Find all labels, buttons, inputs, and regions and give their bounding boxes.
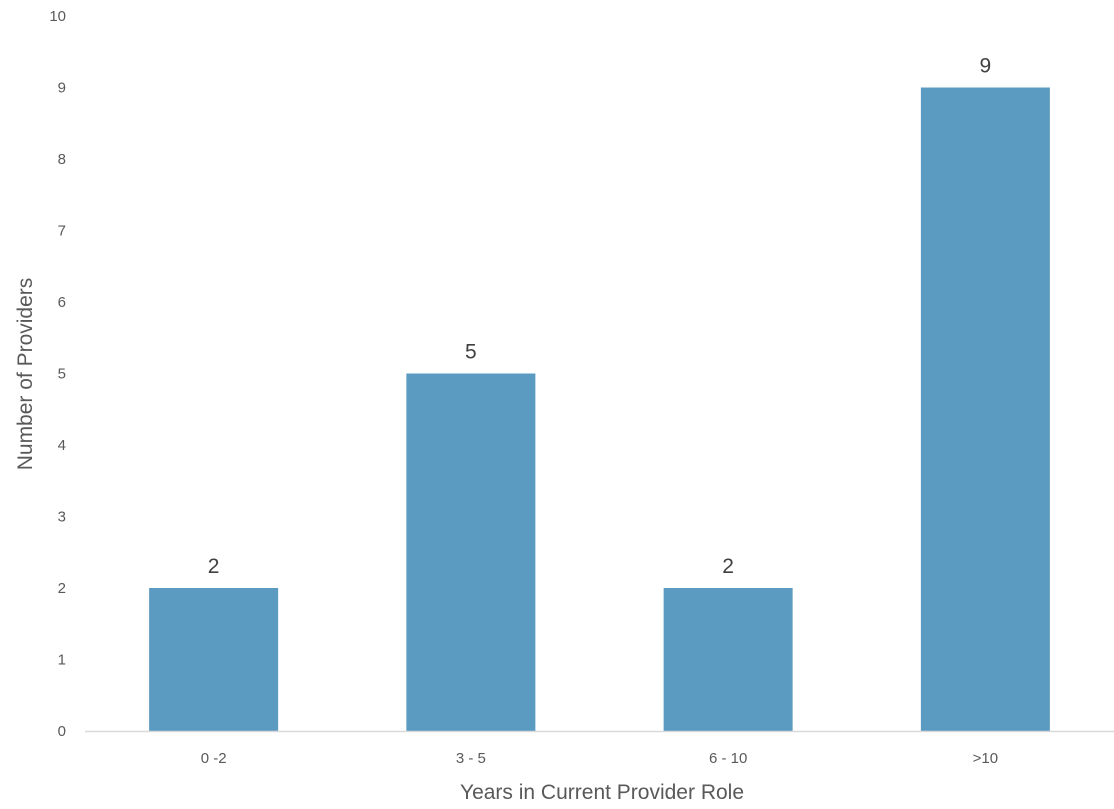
x-tick-label: 3 - 5: [456, 750, 486, 767]
y-axis-title: Number of Providers: [14, 278, 37, 471]
y-tick-label: 1: [58, 652, 66, 669]
x-tick-label: 6 - 10: [709, 750, 747, 767]
y-tick-label: 8: [58, 151, 66, 168]
data-labels: 2 5 2 9: [208, 55, 991, 579]
bar: [663, 588, 793, 731]
y-axis-ticks: 0 1 2 3 4 5 6 7 8 9 10: [49, 8, 66, 740]
y-tick-label: 3: [58, 509, 66, 526]
y-tick-label: 0: [58, 723, 66, 740]
bar: [149, 588, 279, 731]
bar: [920, 87, 1050, 731]
bar-data-label: 5: [465, 341, 477, 364]
bars: [149, 87, 1050, 731]
y-tick-label: 7: [58, 223, 66, 240]
y-tick-label: 9: [58, 80, 66, 97]
y-tick-label: 6: [58, 294, 66, 311]
x-tick-label: 0 -2: [201, 750, 227, 767]
y-tick-label: 5: [58, 366, 66, 383]
y-tick-label: 10: [49, 8, 66, 25]
x-axis-ticks: 0 -2 3 - 5 6 - 10 >10: [201, 750, 998, 767]
bar-data-label: 2: [208, 555, 220, 578]
bar-data-label: 2: [722, 555, 734, 578]
x-tick-label: >10: [973, 750, 998, 767]
bar: [406, 373, 536, 731]
y-tick-label: 2: [58, 580, 66, 597]
y-tick-label: 4: [58, 437, 66, 454]
x-axis-title: Years in Current Provider Role: [460, 781, 744, 804]
bar-data-label: 9: [980, 55, 992, 78]
